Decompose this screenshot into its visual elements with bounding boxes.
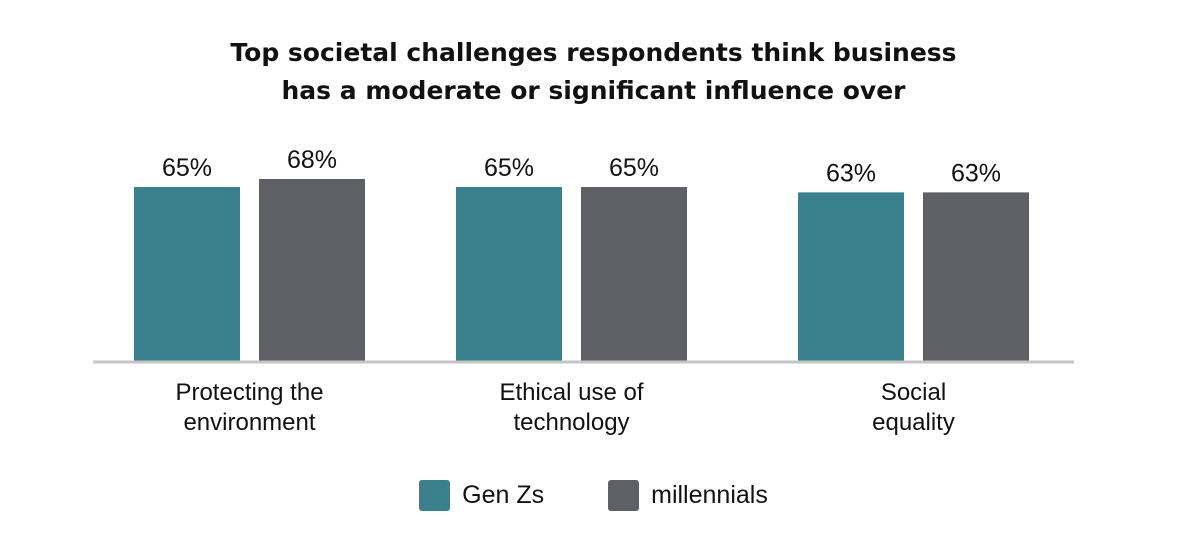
chart-title: Top societal challenges respondents thin…: [0, 34, 1187, 110]
bar-millennials-1: [581, 187, 687, 361]
category-label-0: Protecting the environment: [175, 379, 323, 436]
category-label-1: Ethical use of technology: [499, 379, 643, 436]
legend-item-gen-zs: Gen Zs: [419, 480, 544, 511]
bar-gen-zs-0: [134, 187, 240, 361]
legend-item-millennials: millennials: [608, 480, 768, 511]
legend-swatch-gen-zs: [419, 480, 451, 511]
data-label-gen-zs-1: 65%: [484, 154, 534, 182]
data-label-millennials-1: 65%: [609, 154, 659, 182]
legend-label-gen-zs: Gen Zs: [462, 481, 545, 509]
data-label-gen-zs-0: 65%: [162, 154, 212, 182]
bar-gen-zs-1: [456, 187, 562, 361]
chart-title-line-2: has a moderate or significant influence …: [281, 76, 906, 105]
chart-title-line-1: Top societal challenges respondents thin…: [230, 38, 957, 67]
legend-label-millennials: millennials: [651, 481, 768, 509]
bar-millennials-0: [259, 179, 365, 361]
data-label-gen-zs-2: 63%: [826, 159, 876, 187]
category-label-2: Social equality: [872, 379, 955, 436]
bar-gen-zs-2: [798, 192, 904, 361]
data-label-millennials-2: 63%: [951, 159, 1001, 187]
bar-millennials-2: [923, 192, 1029, 361]
legend-swatch-millennials: [608, 480, 640, 511]
data-label-millennials-0: 68%: [287, 146, 337, 174]
legend: Gen Zs millennials: [0, 480, 1187, 511]
